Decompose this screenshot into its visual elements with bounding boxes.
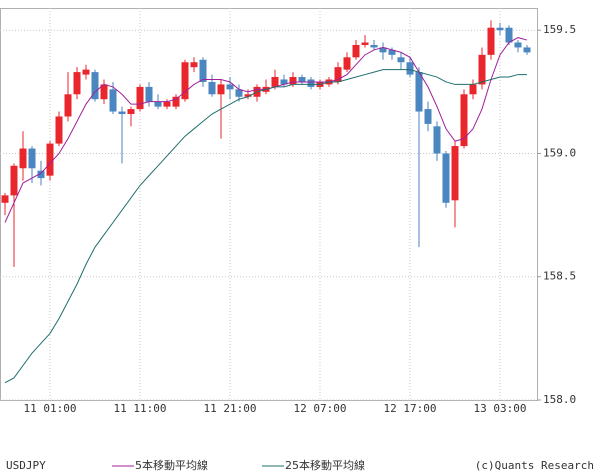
moving-average-line bbox=[4, 69, 527, 384]
credit: (c)Quants Research bbox=[475, 459, 594, 472]
candle-body bbox=[469, 84, 477, 95]
x-tick-label: 12 17:00 bbox=[384, 402, 437, 415]
x-tick-label: 11 11:00 bbox=[114, 402, 167, 415]
candle-body bbox=[433, 126, 441, 154]
candle-body bbox=[145, 86, 153, 102]
candle-body bbox=[118, 111, 126, 115]
candle-body bbox=[406, 62, 414, 75]
candle-body bbox=[460, 94, 468, 147]
candle-body bbox=[280, 79, 288, 85]
candle-body bbox=[451, 146, 459, 201]
candle-body bbox=[505, 27, 513, 43]
candle-body bbox=[64, 94, 72, 117]
x-tick-label: 11 01:00 bbox=[24, 402, 77, 415]
candle-body bbox=[217, 84, 225, 95]
candle-body bbox=[235, 89, 243, 97]
candle-body bbox=[163, 101, 171, 107]
candle-body bbox=[82, 69, 90, 75]
candle-body bbox=[370, 44, 378, 48]
legend-label: 25本移動平均線 bbox=[285, 458, 365, 472]
candle-body bbox=[478, 54, 486, 85]
symbol: USDJPY bbox=[6, 459, 46, 472]
y-tick-label: 158.5 bbox=[543, 270, 576, 283]
candle-body bbox=[199, 59, 207, 82]
candle-body bbox=[289, 77, 297, 85]
candle-body bbox=[46, 143, 54, 176]
candle-body bbox=[415, 72, 423, 112]
candle-body bbox=[343, 57, 351, 70]
x-tick-label: 12 07:00 bbox=[294, 402, 347, 415]
candle-body bbox=[397, 57, 405, 63]
candle-body bbox=[181, 62, 189, 100]
candle-body bbox=[298, 77, 306, 82]
candle-body bbox=[352, 44, 360, 58]
candle-body bbox=[307, 79, 315, 87]
candle-body bbox=[271, 77, 279, 87]
candle-body bbox=[154, 101, 162, 107]
candle-body bbox=[487, 27, 495, 55]
candle-body bbox=[109, 89, 117, 112]
candle-body bbox=[244, 94, 252, 97]
legend-label: 5本移動平均線 bbox=[135, 458, 208, 472]
candle-body bbox=[523, 47, 531, 53]
candle-body bbox=[73, 72, 81, 95]
candle-body bbox=[361, 42, 369, 45]
candle-body bbox=[19, 148, 27, 169]
candle-body bbox=[388, 49, 396, 55]
y-tick-label: 159.5 bbox=[543, 23, 576, 36]
candle-body bbox=[514, 42, 522, 48]
candle-body bbox=[208, 81, 216, 95]
x-tick-label: 11 21:00 bbox=[204, 402, 257, 415]
candle-body bbox=[172, 96, 180, 107]
candle-body bbox=[442, 153, 450, 203]
candle-body bbox=[424, 109, 432, 124]
candle-body bbox=[496, 27, 504, 31]
x-tick-label: 13 03:00 bbox=[474, 402, 527, 415]
candle-body bbox=[100, 84, 108, 100]
candle-body bbox=[226, 84, 234, 90]
candle-body bbox=[91, 72, 99, 100]
y-tick-label: 159.0 bbox=[543, 146, 576, 159]
candle-body bbox=[334, 67, 342, 82]
candle-body bbox=[55, 116, 63, 144]
y-tick-label: 158.0 bbox=[543, 393, 576, 406]
candle-body bbox=[136, 86, 144, 110]
candle-body bbox=[28, 148, 36, 169]
candle-body bbox=[190, 62, 198, 68]
candle-body bbox=[37, 170, 45, 179]
candle-body bbox=[379, 47, 387, 53]
candle-body bbox=[10, 165, 18, 196]
candle-body bbox=[127, 109, 135, 115]
plot-frame bbox=[0, 8, 538, 401]
candle-body bbox=[1, 195, 9, 203]
